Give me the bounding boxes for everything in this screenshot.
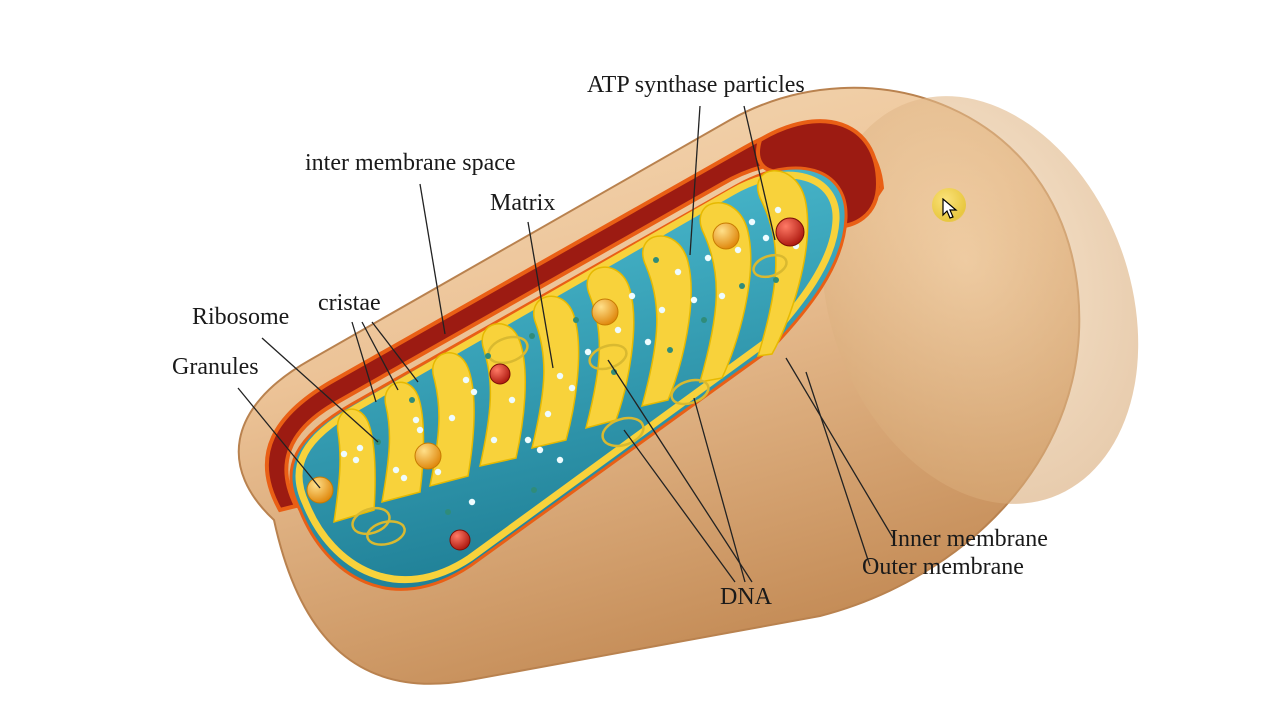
label-outermemb: Outer membrane bbox=[862, 554, 1024, 581]
label-granules: Granules bbox=[172, 354, 259, 381]
label-atp: ATP synthase particles bbox=[587, 72, 805, 99]
label-cristae: cristae bbox=[318, 290, 381, 317]
label-innermemb: Inner membrane bbox=[890, 526, 1048, 553]
diagram-stage: ATP synthase particles inter membrane sp… bbox=[0, 0, 1280, 720]
label-matrix: Matrix bbox=[490, 190, 555, 217]
label-dna: DNA bbox=[720, 584, 772, 611]
label-intermemb: inter membrane space bbox=[305, 150, 516, 177]
label-ribosome: Ribosome bbox=[192, 304, 289, 331]
